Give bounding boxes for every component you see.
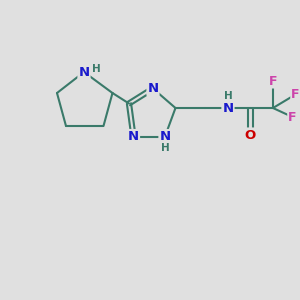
Text: N: N xyxy=(128,130,139,143)
Text: N: N xyxy=(147,82,158,95)
Text: F: F xyxy=(291,88,300,101)
Text: N: N xyxy=(159,130,170,143)
Text: F: F xyxy=(288,110,297,124)
Text: H: H xyxy=(160,143,169,153)
Text: H: H xyxy=(224,91,233,101)
Text: O: O xyxy=(245,128,256,142)
Text: N: N xyxy=(78,65,90,79)
Text: H: H xyxy=(92,64,101,74)
Text: F: F xyxy=(269,74,277,88)
Text: N: N xyxy=(222,101,233,115)
